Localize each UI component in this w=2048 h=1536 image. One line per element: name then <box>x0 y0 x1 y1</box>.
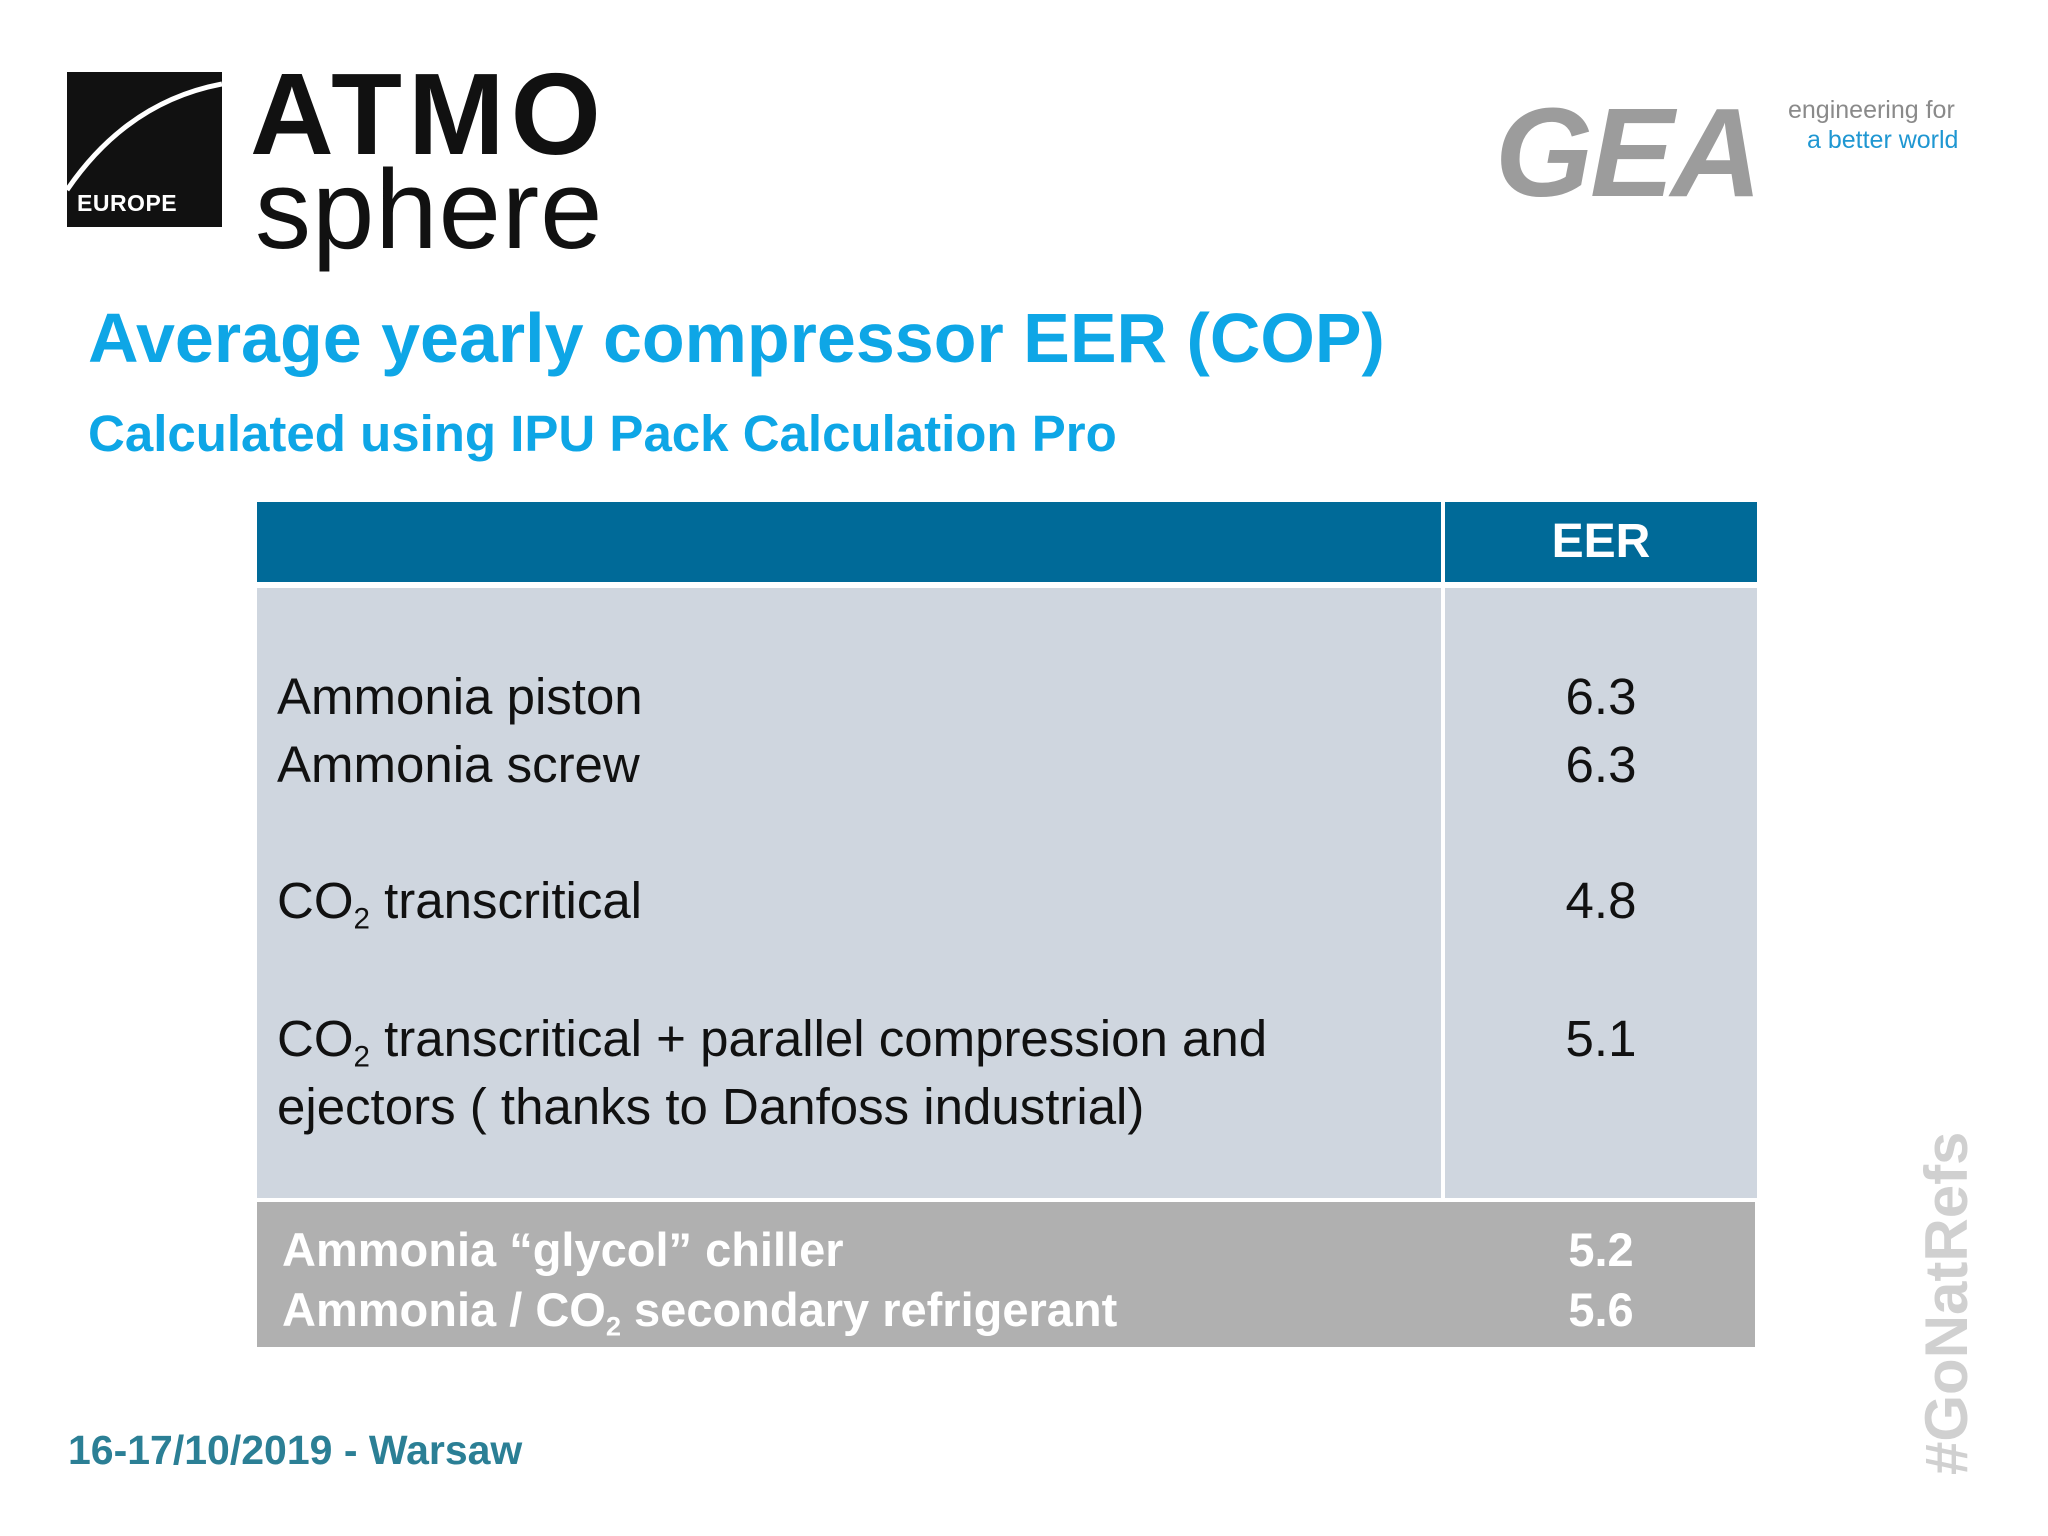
table-footer: Ammonia “glycol” chiller 5.2 Ammonia / C… <box>257 1202 1755 1347</box>
row-label-co2-parallel: CO2 transcritical + parallel compression… <box>277 1010 1268 1074</box>
table-header-eer: EER <box>1445 502 1757 582</box>
gea-logo-mark: GEA <box>1495 82 1762 223</box>
atmosphere-logo-mark: EUROPE <box>67 72 222 227</box>
footer-value-secondary-refrigerant: 5.6 <box>1568 1283 1634 1336</box>
row-label-ammonia-piston: Ammonia piston <box>277 668 643 725</box>
atmosphere-europe-logo: EUROPE ATMO sphere <box>67 56 602 266</box>
table-body-labels: Ammonia piston Ammonia screw CO2 transcr… <box>257 588 1441 1198</box>
logo-sphere-text: sphere <box>255 147 604 272</box>
table-header-label-cell <box>257 502 1441 582</box>
hashtag: #GoNatRefs <box>1913 1131 1980 1475</box>
event-date: 16-17/10/2019 - Warsaw <box>68 1427 523 1473</box>
logo-atmo-text: ATMO <box>250 49 607 179</box>
row-value-ammonia-piston: 6.3 <box>1565 668 1637 725</box>
slide-title: Average yearly compressor EER (COP) <box>88 299 1385 377</box>
row-value-co2-parallel: 5.1 <box>1565 1010 1637 1067</box>
slide-subtitle: Calculated using IPU Pack Calculation Pr… <box>88 405 1117 462</box>
footer-value-glycol-chiller: 5.2 <box>1568 1223 1634 1276</box>
eer-table: EER Ammonia piston Ammonia screw CO2 tra… <box>257 502 1757 1347</box>
row-label-co2-transcritical: CO2 transcritical <box>277 872 643 936</box>
logo-europe-badge: EUROPE <box>77 190 178 216</box>
row-label-co2-parallel-line2: ejectors ( thanks to Danfoss industrial) <box>277 1078 1145 1135</box>
gea-tagline-1: engineering for <box>1788 96 1955 124</box>
gea-logo: GEA engineering for a better world <box>1495 90 1995 216</box>
row-label-ammonia-screw: Ammonia screw <box>277 736 640 793</box>
gea-tagline-2: a better world <box>1807 126 1959 154</box>
table-body-values: 6.3 6.3 4.8 5.1 <box>1445 588 1757 1198</box>
arc-icon <box>67 81 222 192</box>
row-value-co2-transcritical: 4.8 <box>1565 872 1637 929</box>
footer-label-secondary-refrigerant: Ammonia / CO2 secondary refrigerant <box>282 1283 1118 1342</box>
footer-label-glycol-chiller: Ammonia “glycol” chiller <box>282 1223 844 1276</box>
row-value-ammonia-screw: 6.3 <box>1565 736 1637 793</box>
